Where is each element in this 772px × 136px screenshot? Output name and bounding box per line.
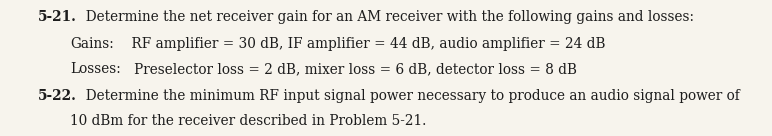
Text: 5-21.: 5-21. (38, 10, 77, 24)
Text: Gains:: Gains: (70, 37, 113, 51)
Text: Determine the minimum RF input signal power necessary to produce an audio signal: Determine the minimum RF input signal po… (77, 89, 740, 103)
Text: 10 dBm for the receiver described in Problem 5-21.: 10 dBm for the receiver described in Pro… (70, 114, 426, 128)
Text: RF amplifier = 30 dB, IF amplifier = 44 dB, audio amplifier = 24 dB: RF amplifier = 30 dB, IF amplifier = 44 … (113, 37, 605, 51)
Text: 5-22.: 5-22. (38, 89, 77, 103)
Text: Determine the net receiver gain for an AM receiver with the following gains and : Determine the net receiver gain for an A… (77, 10, 694, 24)
Text: Losses:: Losses: (70, 62, 120, 76)
Text: Preselector loss = 2 dB, mixer loss = 6 dB, detector loss = 8 dB: Preselector loss = 2 dB, mixer loss = 6 … (120, 62, 577, 76)
